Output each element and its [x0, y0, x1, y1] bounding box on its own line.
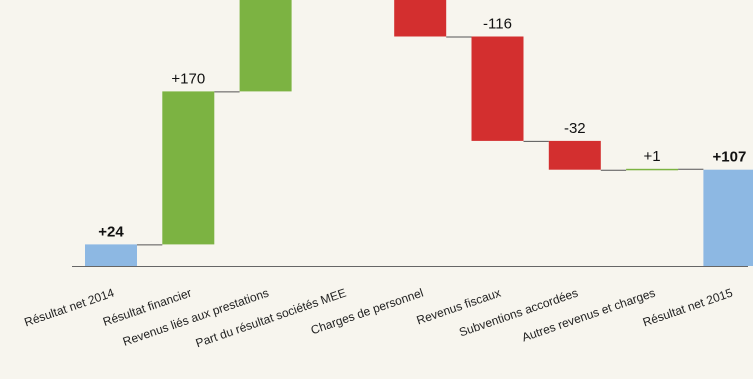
data-label-2: +170 — [171, 70, 205, 87]
category-label-1: Résultat net 2014 — [22, 285, 116, 329]
category-label-8: Autres revenus et charges — [520, 286, 657, 345]
data-label-9: +107 — [713, 149, 747, 166]
bar-1 — [85, 244, 137, 266]
data-label-6: -116 — [483, 16, 512, 33]
bar-5 — [394, 0, 447, 37]
bar-6 — [471, 36, 524, 141]
bar-8 — [626, 168, 679, 171]
data-label-1: +24 — [98, 223, 124, 240]
bar-2 — [162, 91, 215, 245]
data-label-8: +1 — [644, 148, 661, 165]
category-label-9: Résultat net 2015 — [641, 285, 735, 329]
bar-9 — [703, 169, 753, 266]
data-label-7: -32 — [564, 120, 586, 137]
bar-7 — [548, 140, 601, 170]
bar-3 — [239, 0, 292, 92]
